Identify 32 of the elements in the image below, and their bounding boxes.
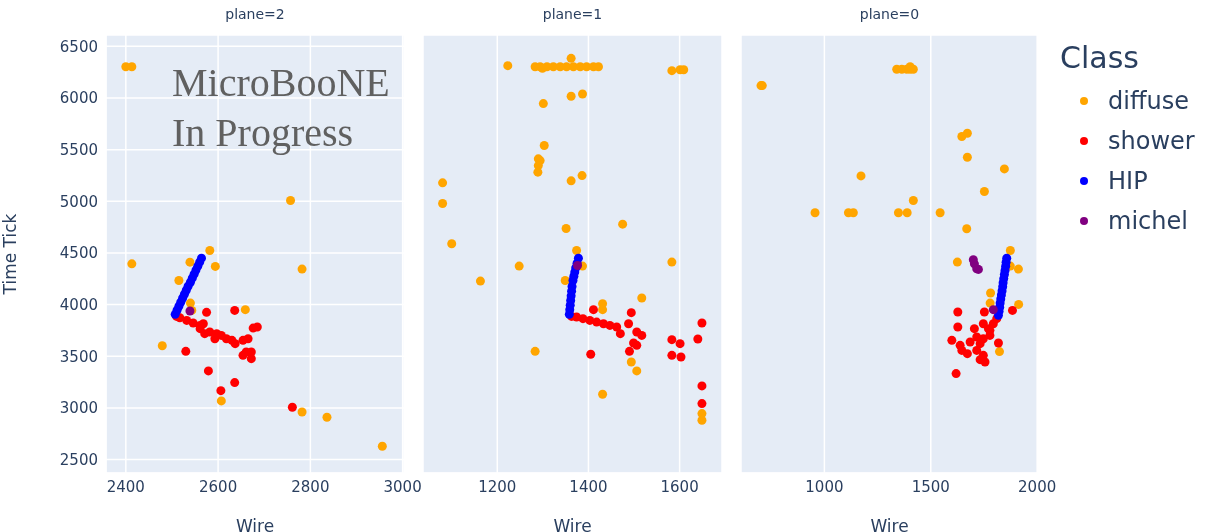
y-tick-label: 4000: [59, 295, 98, 314]
y-tick-label: 3500: [59, 347, 98, 366]
x-tick-label: 2400: [106, 477, 145, 496]
legend-label: HIP: [1108, 167, 1148, 195]
y-tick-label: 6000: [59, 89, 98, 108]
x-tick-label: 2000: [1018, 477, 1057, 496]
legend-label: diffuse: [1108, 87, 1189, 115]
legend-label: shower: [1108, 127, 1195, 155]
legend-title: Class: [1060, 40, 1140, 75]
x-tick-label: 1400: [569, 477, 608, 496]
x-tick-label: 1600: [660, 477, 699, 496]
x-tick-label: 1000: [805, 477, 844, 496]
x-tick-label: 1500: [911, 477, 950, 496]
y-tick-label: 5000: [59, 192, 98, 211]
y-axis-title: Time Tick: [0, 213, 21, 296]
y-tick-label: 2500: [59, 450, 98, 469]
chart-title: plane=0: [858, 6, 921, 22]
legend-label: michel: [1108, 207, 1188, 235]
y-tick-label: 4500: [59, 244, 98, 263]
x-axis-title: Wire: [870, 516, 909, 532]
x-tick-label: 1200: [478, 477, 517, 496]
y-tick-label: 6500: [59, 37, 98, 56]
chart-title: plane=2: [224, 6, 286, 22]
x-tick-label: 2600: [199, 477, 238, 496]
x-tick-label: 2800: [291, 477, 330, 496]
x-tick-label: 3000: [383, 477, 422, 496]
annotation: MicroBooNE In Progress: [172, 59, 391, 157]
x-axis-title: Wire: [553, 516, 592, 532]
y-tick-label: 3000: [59, 399, 98, 418]
y-tick-label: 5500: [59, 140, 98, 159]
x-axis-title: Wire: [235, 516, 275, 532]
chart-title: plane=1: [541, 6, 604, 22]
